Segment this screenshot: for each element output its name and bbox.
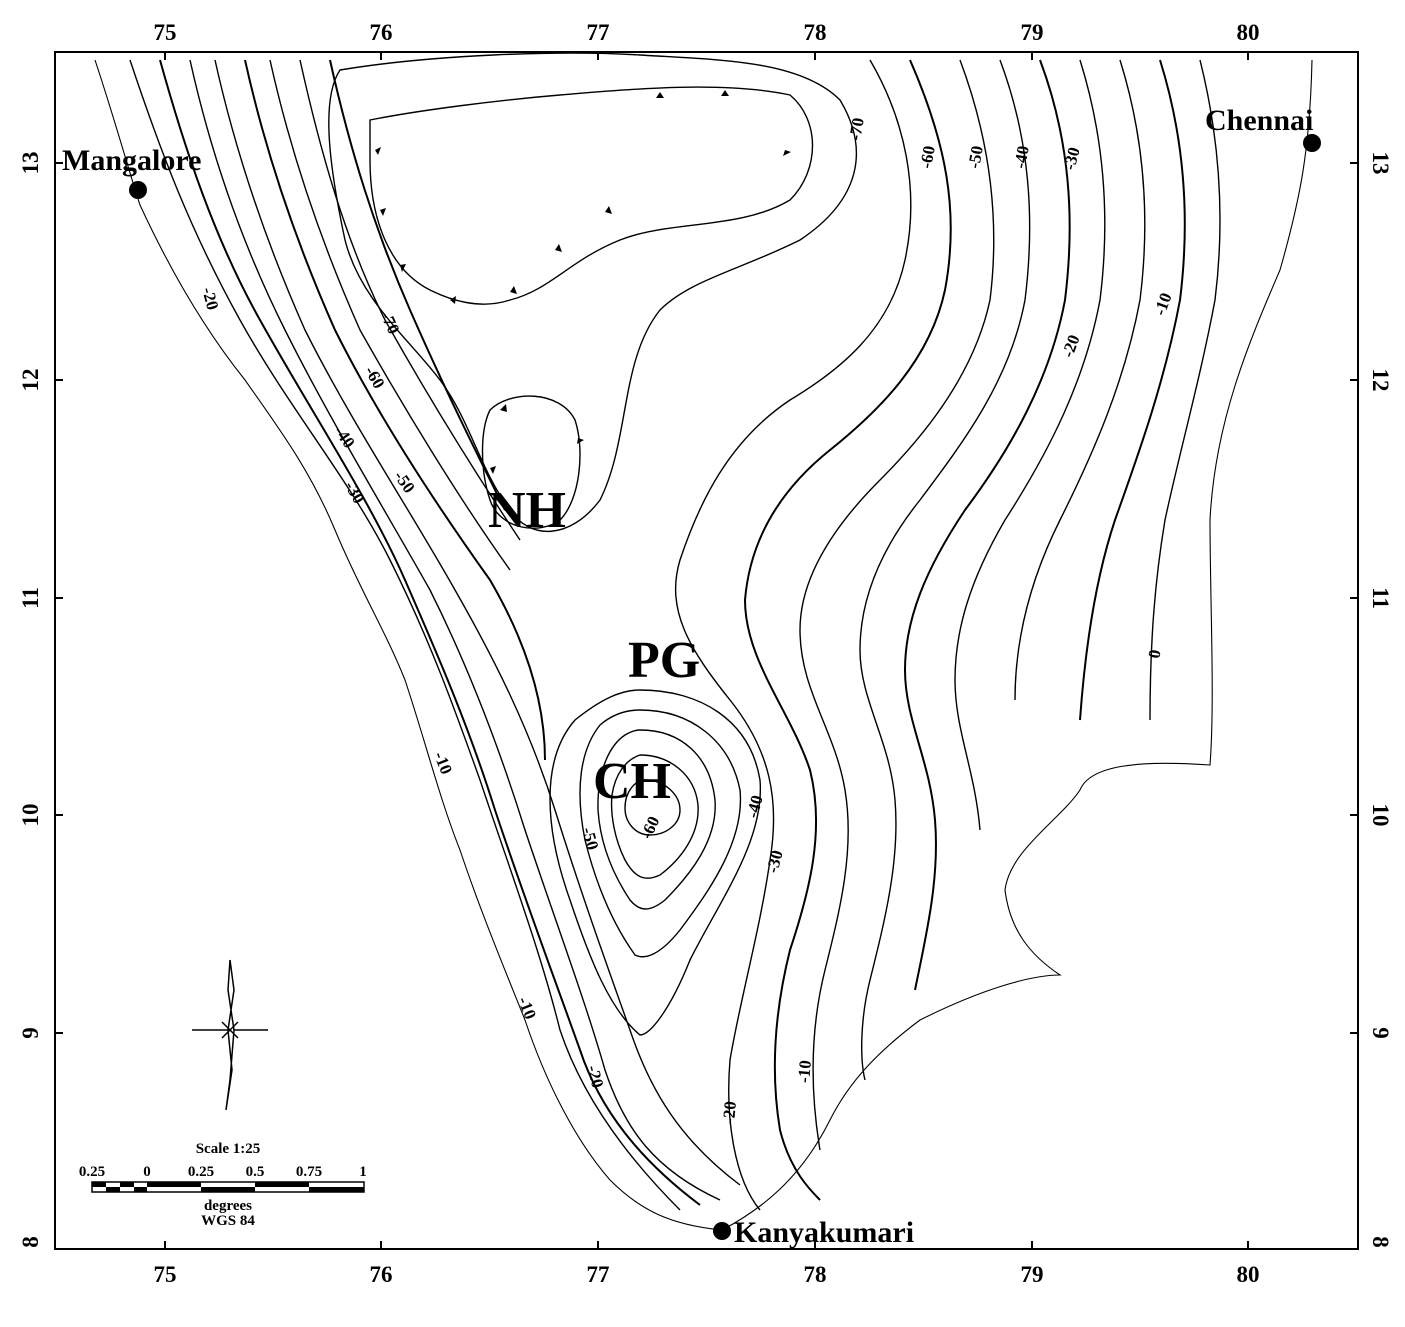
contour-label: -20 — [198, 285, 222, 312]
scale-title: Scale 1:25 — [196, 1141, 261, 1157]
scale-tick-label: 0.75 — [296, 1164, 322, 1180]
contours-west — [129, 59, 741, 1211]
lat-label-left: 10 — [18, 804, 43, 827]
city-dot-icon — [713, 1222, 731, 1240]
region-label-nh: NH — [488, 482, 566, 539]
lat-label-left: 8 — [18, 1236, 43, 1248]
lon-label-top: 75 — [154, 20, 177, 45]
lat-label-right: 9 — [1368, 1027, 1393, 1039]
contours-ch — [549, 689, 762, 1036]
lat-label-right: 12 — [1368, 369, 1393, 392]
lon-label-top: 76 — [370, 20, 393, 45]
scale-tick-label: 0.5 — [246, 1164, 265, 1180]
lat-label-left: 11 — [18, 587, 43, 609]
lat-label-left: 12 — [18, 369, 43, 392]
city-label-mangalore: Mangalore — [62, 144, 201, 177]
lon-label-bottom: 78 — [804, 1262, 827, 1287]
region-label-ch: CH — [593, 753, 671, 810]
city-label-chennai: Chennai — [1205, 104, 1313, 137]
region-label-pg: PG — [628, 632, 700, 689]
scale-tick-label: 0.25 — [188, 1164, 214, 1180]
contour-label: -50 — [390, 467, 419, 496]
lon-label-bottom: 77 — [587, 1262, 610, 1287]
frame-ticks — [55, 52, 1358, 1249]
lat-label-right: 13 — [1368, 152, 1393, 175]
scale-tick-label: 1 — [359, 1164, 367, 1180]
lat-label-right: 8 — [1368, 1236, 1393, 1248]
lon-label-bottom: 75 — [154, 1262, 177, 1287]
lon-label-bottom: 79 — [1021, 1262, 1044, 1287]
contour-label: -60 — [637, 813, 664, 842]
city-dot-icon — [1303, 134, 1321, 152]
contour-label: -50 — [578, 825, 602, 852]
lon-label-top: 78 — [804, 20, 827, 45]
lon-label-top: 80 — [1237, 20, 1260, 45]
city-label-kanyakumari: Kanyakumari — [734, 1216, 914, 1249]
contour-label: -20 — [719, 1100, 740, 1124]
scale-tick-label: 0 — [143, 1164, 151, 1180]
lon-label-top: 79 — [1021, 20, 1044, 45]
contour-label: -40 — [1010, 144, 1033, 170]
contour-label: -10 — [1150, 290, 1176, 318]
lon-label-top: 77 — [587, 20, 610, 45]
scale-unit: degrees — [204, 1198, 252, 1214]
lon-label-bottom: 76 — [370, 1262, 393, 1287]
map-frame — [54, 51, 1359, 1250]
contours-east — [674, 59, 1221, 1211]
depression-hachures — [375, 90, 791, 474]
contour-label: -40 — [743, 793, 767, 820]
lon-label-bottom: 80 — [1237, 1262, 1260, 1287]
contour-label: -10 — [514, 994, 540, 1022]
lat-label-right: 11 — [1368, 587, 1393, 609]
scale-datum: WGS 84 — [201, 1213, 255, 1229]
lat-label-right: 10 — [1368, 804, 1393, 827]
contour-labels: -20 -70 -60 -40 -50 -30 -10 -10 -20 -50 … — [198, 116, 1175, 1124]
lat-label-left: 13 — [18, 152, 43, 175]
scale-bar: Scale 1:25 0.25 0 0.25 0.5 0.75 1 degree… — [79, 1141, 367, 1229]
lat-label-left: 9 — [18, 1027, 43, 1039]
contour-label: -70 — [845, 116, 868, 142]
contour-label: -10 — [794, 1059, 815, 1083]
coastline-west — [94, 59, 723, 1231]
scale-tick-label: 0.25 — [79, 1164, 105, 1180]
contour-label: -30 — [763, 848, 787, 875]
coastline-east — [721, 59, 1313, 1231]
contour-label: -50 — [964, 144, 987, 170]
contour-label: -60 — [916, 144, 939, 170]
contours-central — [328, 52, 858, 532]
contour-label: 0 — [1144, 648, 1164, 660]
north-arrow-icon — [192, 959, 268, 1111]
contour-label: -20 — [1058, 332, 1084, 360]
city-dot-icon — [129, 181, 147, 199]
